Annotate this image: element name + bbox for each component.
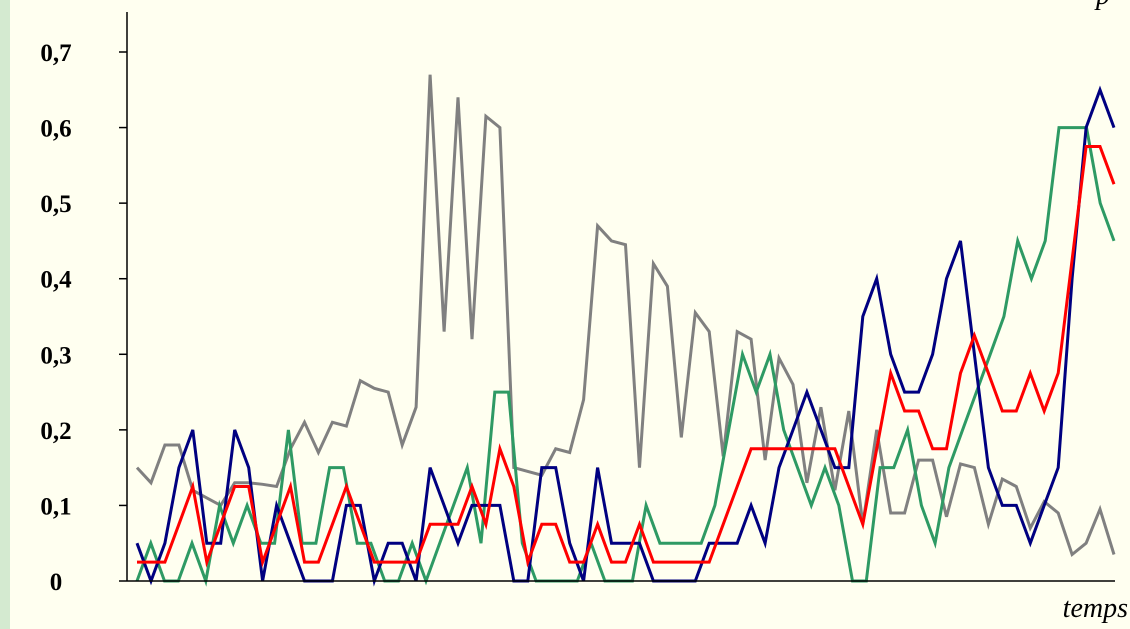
series-line-3 bbox=[137, 145, 1116, 568]
y-axis-ticks bbox=[119, 51, 127, 582]
left-strip bbox=[0, 0, 10, 629]
y-axis-tick-labels: 0 0,1 0,2 0,3 0,4 0,5 0,6 0,7 bbox=[40, 40, 72, 596]
y-tick-label: 0,5 bbox=[40, 191, 71, 218]
y-tick-label: 0,4 bbox=[40, 267, 72, 294]
series-lines bbox=[135, 74, 1116, 587]
y-tick-label: 0,2 bbox=[40, 418, 71, 445]
y-tick-label: 0 bbox=[50, 569, 63, 596]
y-tick-label: 0,3 bbox=[40, 342, 71, 369]
y-axis-label: p bbox=[1094, 0, 1110, 11]
y-tick-label: 0,6 bbox=[40, 116, 71, 143]
x-axis-label: temps bbox=[1063, 593, 1128, 624]
y-tick-label: 0,7 bbox=[40, 40, 71, 67]
y-tick-label: 0,1 bbox=[40, 493, 71, 520]
series-line-2 bbox=[135, 85, 1116, 587]
series-line-0 bbox=[135, 74, 1116, 558]
